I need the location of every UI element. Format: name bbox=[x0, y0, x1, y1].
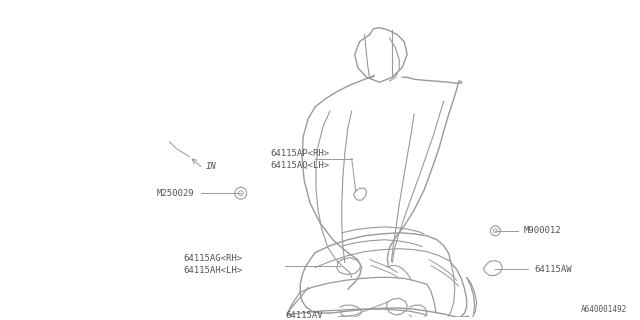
Text: 64115AG<RH>: 64115AG<RH> bbox=[183, 254, 243, 263]
Text: 64115AV: 64115AV bbox=[285, 310, 323, 320]
Text: IN: IN bbox=[206, 162, 217, 171]
Text: 64115AP<RH>: 64115AP<RH> bbox=[271, 149, 330, 158]
Text: M250029: M250029 bbox=[157, 189, 194, 198]
Text: M900012: M900012 bbox=[524, 226, 562, 235]
Text: 64115AH<LH>: 64115AH<LH> bbox=[183, 266, 243, 275]
Text: 64115AW: 64115AW bbox=[534, 265, 572, 274]
Text: A640001492: A640001492 bbox=[581, 305, 627, 314]
Text: 64115AQ<LH>: 64115AQ<LH> bbox=[271, 161, 330, 170]
